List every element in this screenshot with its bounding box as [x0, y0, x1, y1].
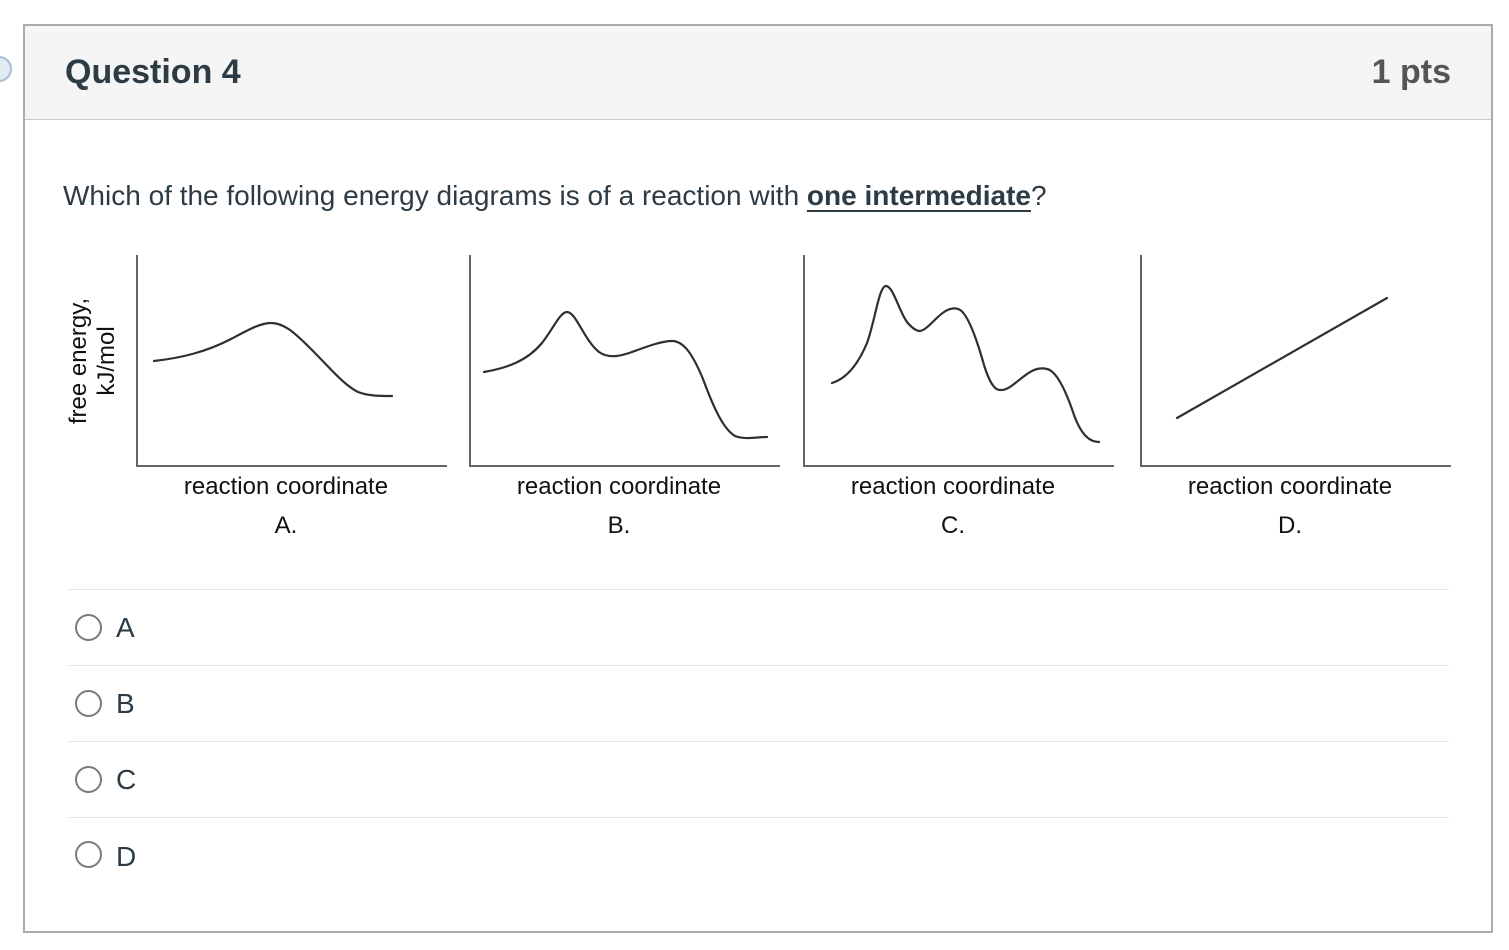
question-text-emphasis: one intermediate [806, 180, 1031, 211]
question-nav-icon [0, 56, 12, 82]
question-points: 1 pts [1371, 53, 1451, 91]
answer-row-b[interactable]: B [67, 665, 1449, 741]
answer-label-a[interactable]: A [116, 611, 135, 643]
question-title: Question 4 [65, 53, 241, 91]
question-text: Which of the following energy diagrams i… [63, 178, 1047, 214]
energy-diagram-b [469, 255, 780, 467]
x-axis-label-d: reaction coordinate [1187, 473, 1393, 500]
chart-letter-a: A. [274, 512, 298, 539]
chart-letter-b: B. [607, 512, 631, 539]
energy-diagram-d [1140, 255, 1451, 467]
radio-option-a[interactable] [75, 614, 102, 641]
answer-options: A B C D [67, 589, 1449, 935]
question-header: Question 4 1 pts [25, 26, 1491, 120]
energy-curve-d [1175, 296, 1389, 420]
answer-row-d[interactable]: D [67, 817, 1449, 935]
radio-option-b[interactable] [75, 690, 102, 717]
energy-curve-a [152, 321, 394, 398]
energy-diagram-a [136, 255, 447, 467]
question-text-after: ? [1030, 180, 1047, 211]
x-axis-label-b: reaction coordinate [516, 473, 722, 500]
answer-label-d[interactable]: D [116, 841, 137, 872]
question-text-before: Which of the following energy diagrams i… [63, 180, 807, 211]
energy-curve-b [482, 310, 769, 440]
y-axis-label-line2: kJ/mol [93, 326, 120, 396]
answer-label-b[interactable]: B [116, 687, 135, 719]
answer-label-c[interactable]: C [116, 763, 137, 795]
question-card: Question 4 1 pts Which of the following … [23, 24, 1493, 933]
x-axis-label-a: reaction coordinate [183, 473, 389, 500]
chart-letter-d: D. [1278, 512, 1302, 539]
radio-option-c[interactable] [75, 766, 102, 793]
y-axis-label: free energy, kJ/mol [65, 255, 123, 467]
answer-row-a[interactable]: A [67, 589, 1449, 665]
x-axis-label-c: reaction coordinate [850, 473, 1056, 500]
answer-row-c[interactable]: C [67, 741, 1449, 817]
radio-option-d[interactable] [75, 841, 102, 868]
y-axis-label-line1: free energy, [65, 297, 92, 425]
energy-diagram-c [803, 255, 1114, 467]
chart-letter-c: C. [941, 512, 965, 539]
energy-curve-c [830, 284, 1101, 444]
